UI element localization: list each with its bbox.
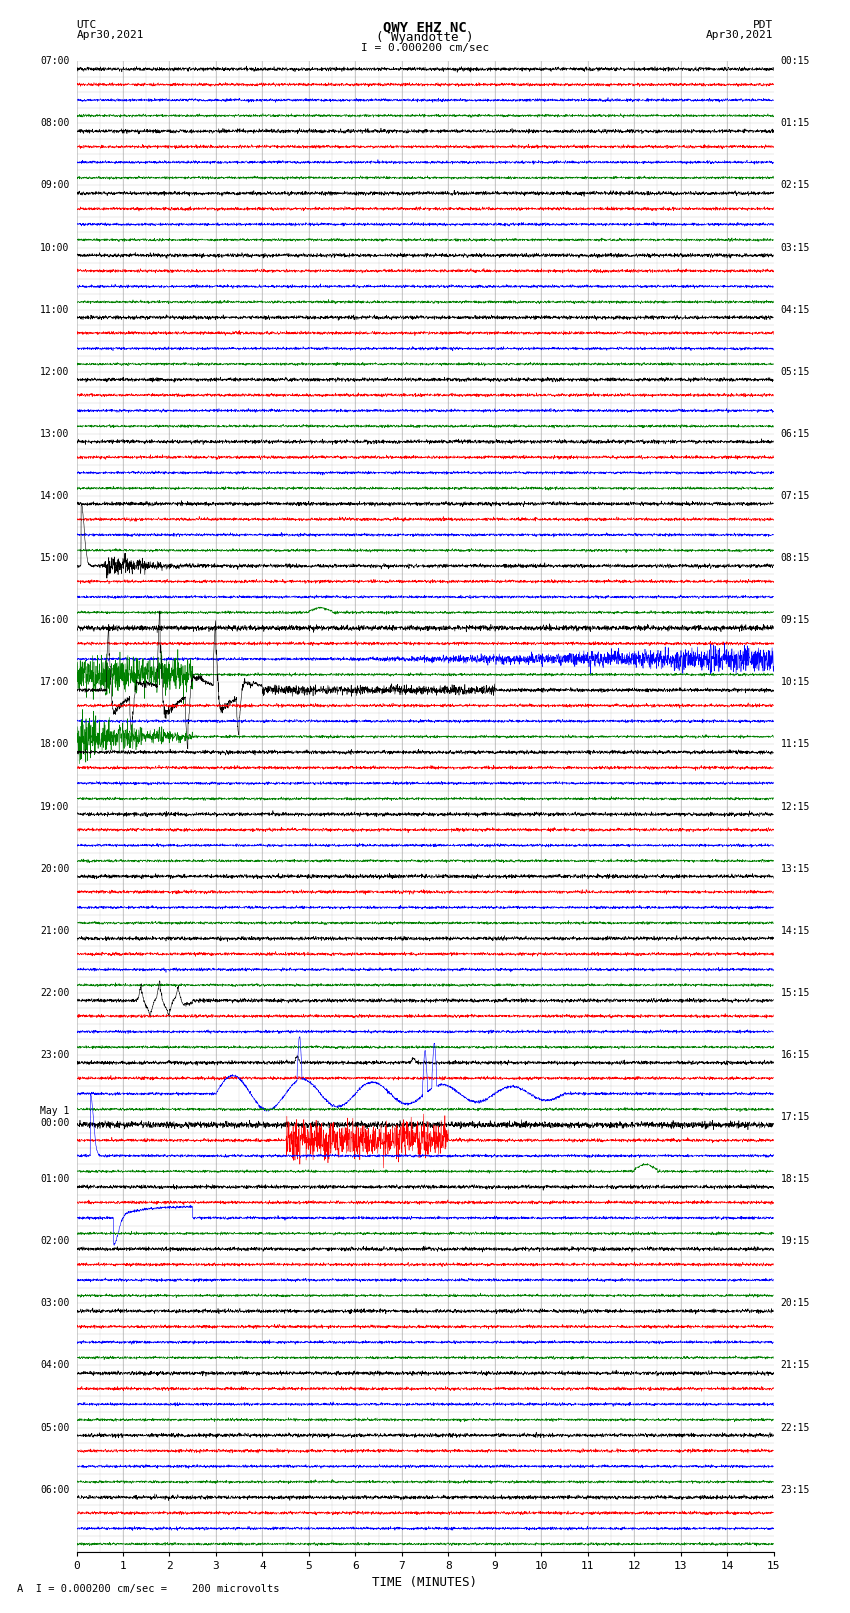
Text: 10:15: 10:15 bbox=[780, 677, 810, 687]
Text: UTC: UTC bbox=[76, 19, 97, 31]
Text: 06:00: 06:00 bbox=[40, 1484, 70, 1495]
Text: 18:00: 18:00 bbox=[40, 739, 70, 750]
Text: 14:00: 14:00 bbox=[40, 490, 70, 502]
Text: 22:00: 22:00 bbox=[40, 987, 70, 998]
Text: I = 0.000200 cm/sec: I = 0.000200 cm/sec bbox=[361, 44, 489, 53]
Text: 02:15: 02:15 bbox=[780, 181, 810, 190]
Text: 00:15: 00:15 bbox=[780, 56, 810, 66]
Text: 17:15: 17:15 bbox=[780, 1111, 810, 1123]
Text: 14:15: 14:15 bbox=[780, 926, 810, 936]
Text: ( Wyandotte ): ( Wyandotte ) bbox=[377, 31, 473, 45]
Text: 04:00: 04:00 bbox=[40, 1360, 70, 1371]
Text: 09:00: 09:00 bbox=[40, 181, 70, 190]
Text: 07:00: 07:00 bbox=[40, 56, 70, 66]
Text: 05:00: 05:00 bbox=[40, 1423, 70, 1432]
Text: 06:15: 06:15 bbox=[780, 429, 810, 439]
Text: 04:15: 04:15 bbox=[780, 305, 810, 315]
Text: 03:15: 03:15 bbox=[780, 242, 810, 253]
Text: 21:00: 21:00 bbox=[40, 926, 70, 936]
Text: Apr30,2021: Apr30,2021 bbox=[706, 31, 774, 40]
Text: QWY EHZ NC: QWY EHZ NC bbox=[383, 19, 467, 34]
Text: 01:15: 01:15 bbox=[780, 118, 810, 129]
Text: 08:00: 08:00 bbox=[40, 118, 70, 129]
Text: 12:00: 12:00 bbox=[40, 366, 70, 377]
Text: 12:15: 12:15 bbox=[780, 802, 810, 811]
Text: 20:15: 20:15 bbox=[780, 1298, 810, 1308]
Text: 13:00: 13:00 bbox=[40, 429, 70, 439]
Text: 21:15: 21:15 bbox=[780, 1360, 810, 1371]
Text: 02:00: 02:00 bbox=[40, 1236, 70, 1247]
X-axis label: TIME (MINUTES): TIME (MINUTES) bbox=[372, 1576, 478, 1589]
Text: 03:00: 03:00 bbox=[40, 1298, 70, 1308]
Text: 05:15: 05:15 bbox=[780, 366, 810, 377]
Text: 10:00: 10:00 bbox=[40, 242, 70, 253]
Text: 15:00: 15:00 bbox=[40, 553, 70, 563]
Text: 23:00: 23:00 bbox=[40, 1050, 70, 1060]
Text: 15:15: 15:15 bbox=[780, 987, 810, 998]
Text: 19:00: 19:00 bbox=[40, 802, 70, 811]
Text: 16:00: 16:00 bbox=[40, 615, 70, 626]
Text: 16:15: 16:15 bbox=[780, 1050, 810, 1060]
Text: 09:15: 09:15 bbox=[780, 615, 810, 626]
Text: 20:00: 20:00 bbox=[40, 863, 70, 874]
Text: 19:15: 19:15 bbox=[780, 1236, 810, 1247]
Text: 01:00: 01:00 bbox=[40, 1174, 70, 1184]
Text: 07:15: 07:15 bbox=[780, 490, 810, 502]
Text: 17:00: 17:00 bbox=[40, 677, 70, 687]
Text: PDT: PDT bbox=[753, 19, 774, 31]
Text: Apr30,2021: Apr30,2021 bbox=[76, 31, 144, 40]
Text: 11:00: 11:00 bbox=[40, 305, 70, 315]
Text: A  I = 0.000200 cm/sec =    200 microvolts: A I = 0.000200 cm/sec = 200 microvolts bbox=[17, 1584, 280, 1594]
Text: 08:15: 08:15 bbox=[780, 553, 810, 563]
Text: 13:15: 13:15 bbox=[780, 863, 810, 874]
Text: May 1
00:00: May 1 00:00 bbox=[40, 1107, 70, 1127]
Text: 18:15: 18:15 bbox=[780, 1174, 810, 1184]
Text: 11:15: 11:15 bbox=[780, 739, 810, 750]
Text: 22:15: 22:15 bbox=[780, 1423, 810, 1432]
Text: 23:15: 23:15 bbox=[780, 1484, 810, 1495]
